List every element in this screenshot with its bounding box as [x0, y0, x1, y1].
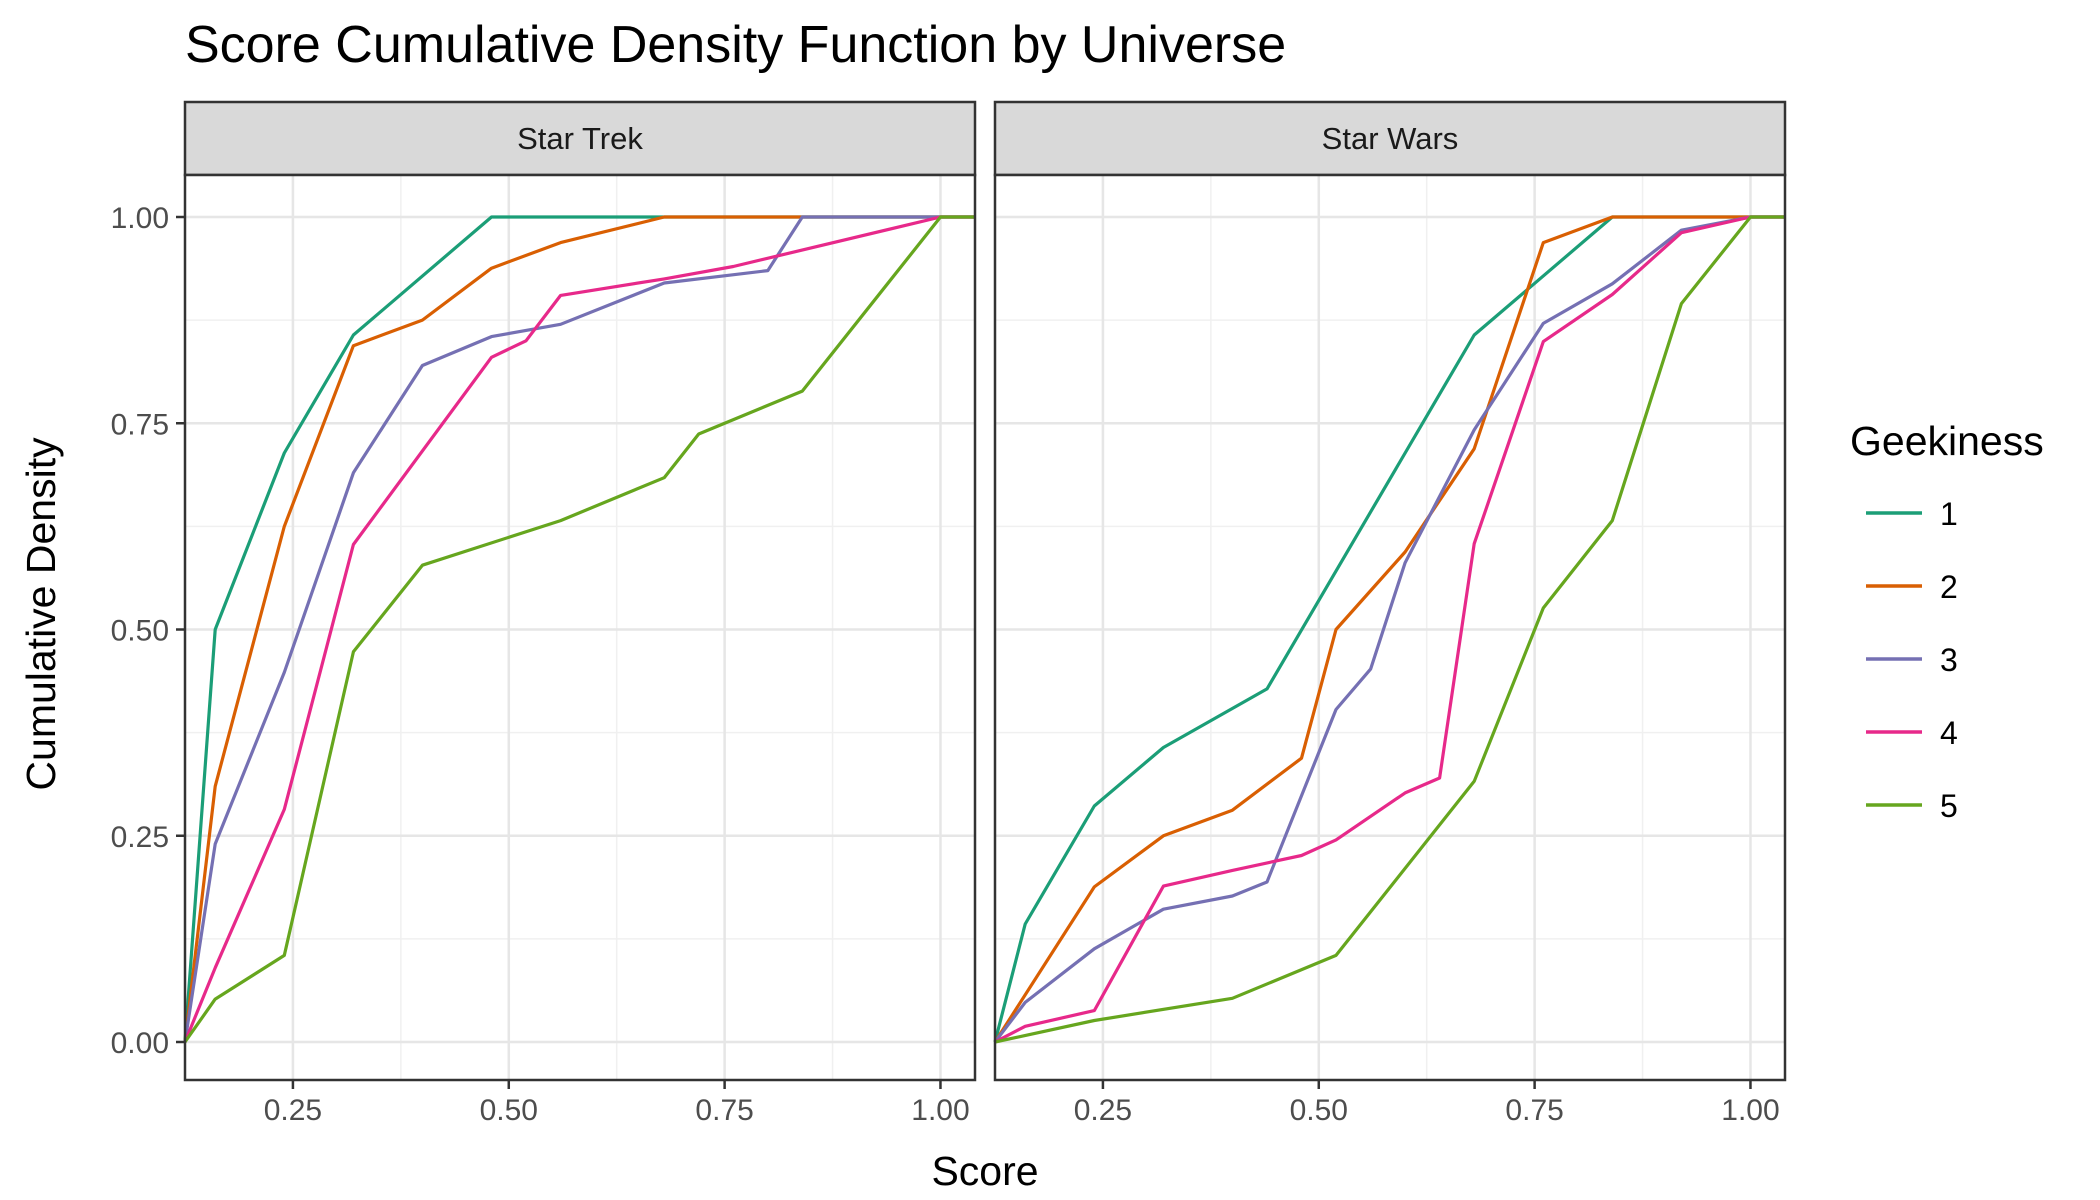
- x-tick-label: 1.00: [1721, 1094, 1779, 1127]
- x-tick-label: 0.25: [264, 1094, 322, 1127]
- series-line-geekiness-4: [183, 215, 975, 1043]
- panel-border: [183, 173, 977, 1082]
- legend-item-2: 2: [1866, 569, 1958, 605]
- legend: Geekiness 1 2 3 4 5: [1850, 418, 2044, 824]
- series-line-geekiness-3: [993, 215, 1785, 1043]
- x-tick-label: 0.75: [1505, 1094, 1563, 1127]
- y-tick-label: 0.75: [111, 408, 169, 441]
- series-line-geekiness-1: [183, 215, 975, 1043]
- facet-panels: Star Trek 0.25 0.50 0.75 1.00 Star Wars 0.25 0.…: [183, 100, 1787, 1127]
- panel-border: [993, 173, 1787, 1082]
- x-tick-label: 1.00: [911, 1094, 969, 1127]
- x-tick-label: 0.50: [480, 1094, 538, 1127]
- series-line-geekiness-2: [993, 215, 1785, 1043]
- legend-label: 3: [1940, 642, 1958, 678]
- x-tick-label: 0.25: [1074, 1094, 1132, 1127]
- legend-item-4: 4: [1866, 715, 1958, 751]
- series-line-geekiness-5: [183, 215, 975, 1043]
- chart-title: Score Cumulative Density Function by Uni…: [185, 16, 1286, 74]
- y-axis-title: Cumulative Density: [18, 437, 64, 791]
- series-line-geekiness-5: [994, 215, 1785, 1044]
- y-tick-label: 0.50: [111, 615, 169, 648]
- facet-panel-star-trek: Star Trek 0.25 0.50 0.75 1.00: [183, 100, 977, 1127]
- y-tick-label: 1.00: [111, 202, 169, 235]
- y-tick-label: 0.00: [111, 1027, 169, 1060]
- x-tick-label: 0.50: [1290, 1094, 1348, 1127]
- x-tick-label: 0.75: [695, 1094, 753, 1127]
- facet-strip-label: Star Trek: [517, 121, 643, 156]
- legend-label: 1: [1940, 496, 1958, 532]
- legend-item-1: 1: [1866, 496, 1958, 532]
- series-line-geekiness-2: [183, 215, 975, 1043]
- y-tick-label: 0.25: [111, 821, 169, 854]
- y-axis: 0.00 0.25 0.50 0.75 1.00: [111, 202, 185, 1060]
- legend-label: 5: [1940, 788, 1958, 824]
- x-axis-title: Score: [931, 1148, 1038, 1194]
- facet-strip: [993, 100, 1787, 177]
- series-line-geekiness-4: [994, 215, 1785, 1044]
- legend-label: 2: [1940, 569, 1958, 605]
- legend-title: Geekiness: [1850, 418, 2044, 464]
- facet-strip: [183, 100, 977, 177]
- facet-strip-label: Star Wars: [1322, 121, 1459, 156]
- facet-panel-star-wars: Star Wars 0.25 0.50 0.75 1.00: [993, 100, 1787, 1127]
- legend-item-5: 5: [1866, 788, 1958, 824]
- panel-background: [995, 175, 1785, 1080]
- legend-item-3: 3: [1866, 642, 1958, 678]
- series-line-geekiness-1: [993, 215, 1785, 1043]
- legend-label: 4: [1940, 715, 1958, 751]
- series-line-geekiness-3: [183, 215, 975, 1043]
- panel-background: [185, 175, 975, 1080]
